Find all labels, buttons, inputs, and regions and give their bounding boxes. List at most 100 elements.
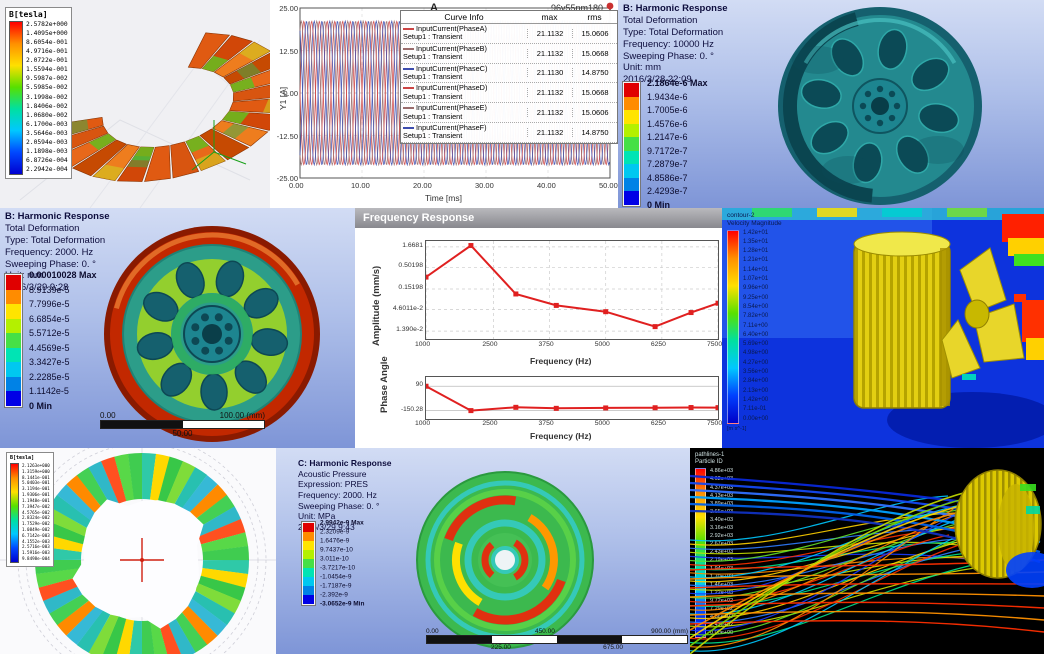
legend-value: 1.5594e-001 [26, 66, 68, 74]
result-header: C: Harmonic Response Acoustic Pressure Exp… [298, 458, 392, 532]
legend-value: 0 Min [29, 400, 53, 411]
data-marker [715, 405, 718, 411]
curve-rms: 15.0606 [572, 108, 617, 118]
legend-value: 2.13e+00 [743, 387, 769, 394]
legend-cell [303, 541, 314, 550]
legend-values: 2.5782e+000 1.4095e+000 8.6054e-001 4.9716e… [26, 21, 68, 173]
table-header-cell: max [541, 12, 558, 22]
legend-value: 1.0849e-002 [22, 526, 50, 532]
curve-rms: 15.0668 [572, 88, 617, 98]
table-row: InputCurrent(PhaseD) Setup1 : Transient 21… [401, 83, 617, 104]
legend-value: 1.7005e-6 [647, 105, 688, 115]
legend-cell [6, 333, 21, 348]
table-row: InputCurrent(PhaseC) Setup1 : Transient 21… [401, 64, 617, 84]
field-legend: B[tesla] 2.5782e+000 1.4095e+000 8.6054e-0… [5, 7, 72, 179]
legend-value: 1.42e+00 [743, 396, 769, 403]
legend-value: 2.43e+03 [710, 549, 734, 556]
rotor-field-panel: B[tesla] 2.1263e+000 1.3159e+000 8.1441e-0… [0, 448, 276, 654]
header-line: Sweeping Phase: 0. ° [623, 50, 714, 62]
legend-cell [303, 559, 314, 568]
table-row: InputCurrent(PhaseB) Setup1 : Transient 21… [401, 44, 617, 64]
legend-cell [624, 83, 639, 97]
amplitude-chart [425, 240, 719, 340]
curve-setup: Setup1 : Transient [403, 32, 463, 42]
phase-x-tick: 1000 [415, 420, 431, 427]
legend-value: -3.0652e-9 Min [320, 600, 365, 608]
legend-value: 1.14e+01 [743, 266, 769, 273]
phase-x-axis-label: Frequency (Hz) [530, 431, 592, 441]
legend-value: 1.4095e+000 [26, 30, 68, 38]
legend-cell [624, 96, 639, 110]
harmonic-response-2000hz-panel: B: Harmonic Response Total Deformation Typ… [0, 208, 355, 448]
legend-value: 7.7996e-5 [29, 299, 70, 309]
y-tick: 0.00 [283, 89, 298, 98]
legend-title: B[tesla] [10, 455, 35, 461]
phase-y-tick: -150.28 [400, 405, 423, 413]
amp-x-tick: 7500 [707, 341, 722, 348]
legend-value: 1.07e+01 [743, 276, 769, 283]
legend-value: 3.011e-10 [320, 555, 349, 563]
table-row: InputCurrent(PhaseE) Setup1 : Transient 21… [401, 103, 617, 123]
amp-x-axis-label: Frequency (Hz) [530, 356, 592, 366]
contour-legend-title: contour-2 Velocity Magnitude [727, 212, 782, 228]
header-line: 2016/3/29 9:28 [5, 282, 69, 294]
legend-value: 8.1441e-001 [22, 474, 50, 480]
legend-values: 2.1263e+000 1.3159e+000 8.1441e-001 5.0403e… [22, 463, 50, 561]
legend-value: 7.11e-01 [743, 406, 767, 413]
deformed-wheel-graphic [778, 7, 982, 205]
data-marker [715, 300, 718, 306]
legend-value: 4.4569e-5 [29, 342, 70, 353]
legend-value: 1.8406e-002 [26, 102, 68, 110]
legend-value: 8.6054e-001 [26, 39, 68, 47]
curve-max: 21.1132 [527, 48, 572, 58]
data-marker [603, 309, 609, 315]
legend-value: 9.72e+02 [710, 597, 734, 604]
legend-value: 9.7172e-7 [647, 145, 688, 156]
harmonic-response-10000hz-panel: B: Harmonic Response Total Deformation Typ… [618, 0, 1044, 208]
curve-rms: 14.8750 [572, 127, 617, 137]
legend-value: 8.54e+00 [743, 303, 769, 310]
legend-cell [303, 577, 314, 586]
legend-value: 3.56e+00 [743, 369, 769, 376]
legend-value: 2.43e+02 [710, 622, 734, 629]
deformed-wheel-graphic [104, 226, 320, 442]
legend-cell [6, 304, 21, 319]
data-marker [688, 405, 694, 411]
legend-value: 5.69e+00 [743, 341, 769, 348]
acoustic-disc-graphic [416, 471, 594, 649]
legend-value: 1.2147e-6 [647, 132, 688, 142]
curve-color-swatch [403, 87, 414, 90]
curve-max: 21.1132 [527, 28, 572, 38]
amp-x-tick: 2500 [482, 341, 498, 348]
table-row: InputCurrent(PhaseA) Setup1 : Transient 21… [401, 24, 617, 44]
legend-value: 1.46e+03 [710, 581, 734, 588]
legend-value: 4.9716e-001 [26, 48, 68, 56]
table-header-cell: Curve Info [444, 12, 484, 22]
y-tick: 12.50 [279, 46, 298, 56]
legend-cell [6, 376, 21, 391]
ruler-min: 0.00 [100, 411, 116, 420]
legend-value: 3.89e+03 [710, 500, 734, 507]
rotor-bore [72, 499, 204, 629]
curve-name: InputCurrent(PhaseE) Setup1 : Transient [401, 103, 527, 122]
legend-value: 1.0680e-002 [26, 111, 68, 119]
phase-x-tick: 3750 [538, 420, 554, 427]
cfd-velocity-panel: contour-2 Velocity Magnitude 1.42e+01 1.35… [722, 208, 1044, 448]
legend-value: 2.8324e-002 [22, 515, 50, 521]
legend-cell [303, 586, 314, 595]
x-tick: 50.00 [599, 181, 618, 190]
x-tick: 40.00 [537, 181, 556, 190]
x-tick: 0.00 [289, 181, 304, 190]
ruler-label: 225.00 [491, 644, 511, 651]
legend-value: 6.40e+00 [743, 331, 769, 338]
result-header: B: Harmonic Response Total Deformation Typ… [623, 3, 728, 86]
curve-rms: 14.8750 [572, 68, 617, 78]
curve-setup: Setup1 : Transient [403, 111, 463, 121]
legend-value: 2.5716e-003 [22, 544, 50, 550]
legend-value: 2.3209e-9 [320, 528, 350, 536]
field-legend: B[tesla] 2.1263e+000 1.3159e+000 8.1441e-0… [6, 452, 54, 567]
legend-value: 9.8498e-004 [22, 556, 50, 561]
legend-value: 4.5765e-002 [22, 509, 50, 515]
header-line: Acoustic Pressure [298, 468, 367, 479]
